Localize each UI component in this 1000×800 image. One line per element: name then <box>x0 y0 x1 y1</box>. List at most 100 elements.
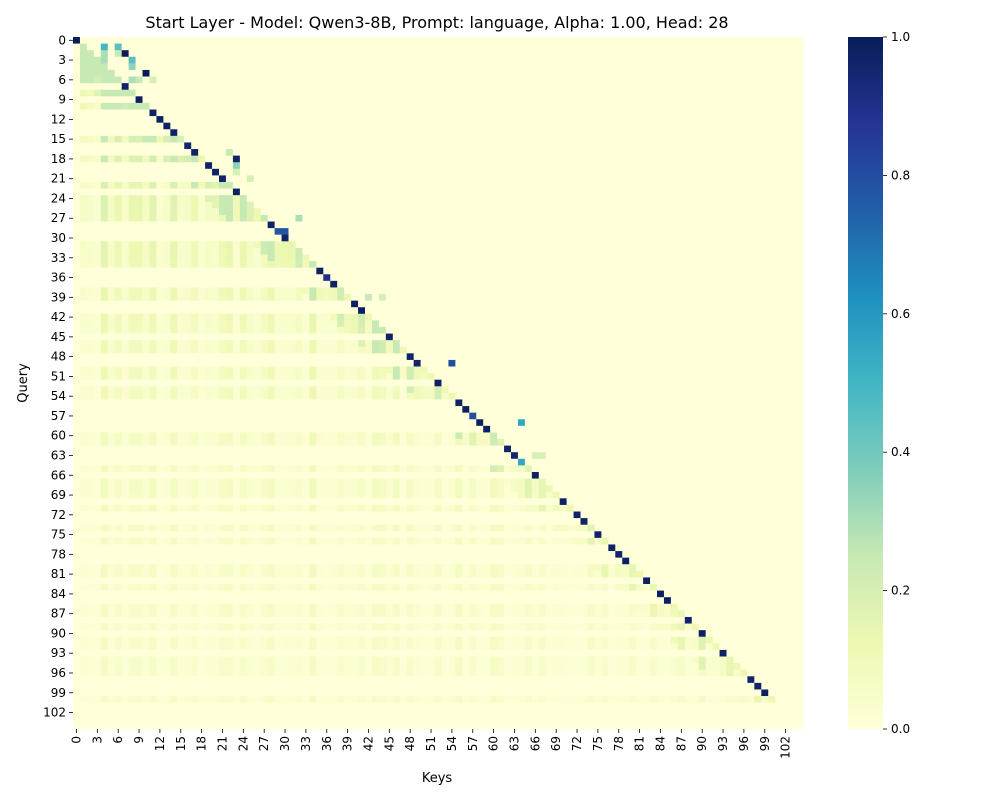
heatmap-cell <box>775 37 783 44</box>
heatmap-cell <box>260 50 269 58</box>
heatmap-cell <box>615 109 623 117</box>
heatmap-cell <box>622 280 630 288</box>
heatmap-cell <box>198 228 206 236</box>
heatmap-cell <box>650 267 658 275</box>
heatmap-cell <box>629 122 637 130</box>
heatmap-cell <box>399 195 408 203</box>
heatmap-cell <box>657 142 665 150</box>
heatmap-cell <box>712 333 720 341</box>
heatmap-cell <box>775 135 783 143</box>
heatmap-cell <box>344 175 352 183</box>
heatmap-cell <box>754 201 762 209</box>
heatmap-cell <box>469 346 477 354</box>
heatmap-cell <box>733 109 741 117</box>
heatmap-cell <box>517 102 526 110</box>
heatmap-cell <box>448 234 456 242</box>
heatmap-cell <box>253 195 262 203</box>
heatmap-cell <box>330 162 338 170</box>
heatmap-cell <box>504 162 512 170</box>
heatmap-cell <box>677 129 686 137</box>
heatmap-cell <box>107 175 116 183</box>
heatmap-cell <box>184 162 192 170</box>
heatmap-cell <box>232 96 241 104</box>
heatmap-cell <box>538 129 547 137</box>
heatmap-cell <box>232 241 241 249</box>
heatmap-cell <box>719 181 727 189</box>
heatmap-cell <box>246 247 255 255</box>
heatmap-cell <box>107 162 116 170</box>
heatmap-cell <box>490 340 498 348</box>
heatmap-cell <box>219 37 227 44</box>
heatmap-cell <box>114 274 123 282</box>
heatmap-cell <box>93 175 102 183</box>
heatmap-cell <box>782 37 790 44</box>
heatmap-cell <box>573 116 581 124</box>
heatmap-cell <box>670 76 679 84</box>
heatmap-cell <box>295 83 303 91</box>
heatmap-cell <box>274 313 282 321</box>
heatmap-cell <box>170 267 178 275</box>
heatmap-cell <box>691 221 700 229</box>
heatmap-cell <box>351 116 359 124</box>
heatmap-cell <box>719 129 727 137</box>
heatmap-cell <box>684 326 693 334</box>
heatmap-cell <box>385 294 394 301</box>
heatmap-cell <box>754 56 762 64</box>
heatmap-cell <box>330 287 338 295</box>
heatmap-cell <box>358 261 366 269</box>
heatmap-cell <box>295 142 303 150</box>
heatmap-cell <box>740 208 748 216</box>
heatmap-cell <box>761 221 769 229</box>
heatmap-cell <box>740 149 748 156</box>
heatmap-cell <box>545 69 554 77</box>
heatmap-cell <box>552 261 561 269</box>
heatmap-cell <box>740 340 748 348</box>
heatmap-cell <box>483 261 491 269</box>
heatmap-cell <box>212 280 220 288</box>
heatmap-cell <box>705 89 713 97</box>
heatmap-cell <box>246 142 255 150</box>
heatmap-cell <box>657 162 665 170</box>
heatmap-cell <box>302 234 310 242</box>
heatmap-cell <box>434 122 442 130</box>
heatmap-cell <box>761 307 769 315</box>
heatmap-cell <box>267 181 275 189</box>
heatmap-cell <box>420 116 428 124</box>
heatmap-cell <box>79 326 88 334</box>
heatmap-cell <box>73 168 81 176</box>
heatmap-cell <box>142 340 150 348</box>
heatmap-cell <box>205 254 213 262</box>
heatmap-cell <box>149 181 157 189</box>
heatmap-cell <box>413 214 421 222</box>
heatmap-cell <box>163 313 171 321</box>
heatmap-cell <box>469 56 477 64</box>
heatmap-cell <box>337 142 345 150</box>
heatmap-cell <box>163 287 171 295</box>
heatmap-cell <box>191 83 199 91</box>
heatmap-cell <box>712 228 720 236</box>
heatmap-cell <box>392 56 401 64</box>
heatmap-cell <box>483 247 491 255</box>
heatmap-cell <box>587 188 595 196</box>
heatmap-cell <box>86 188 95 196</box>
heatmap-cell <box>517 208 526 216</box>
heatmap-cell <box>205 326 213 334</box>
heatmap-cell <box>73 102 81 110</box>
heatmap-cell <box>504 280 512 288</box>
heatmap-cell <box>219 340 227 348</box>
heatmap-cell <box>267 89 275 97</box>
heatmap-cell <box>663 320 672 328</box>
heatmap-cell <box>73 221 81 229</box>
heatmap-cell <box>371 135 380 143</box>
heatmap-cell <box>274 201 282 209</box>
heatmap-cell <box>531 109 540 117</box>
heatmap-cell <box>622 149 630 156</box>
heatmap-cell <box>573 162 581 170</box>
heatmap-cell <box>747 221 755 229</box>
heatmap-cell <box>413 274 421 282</box>
heatmap-cell <box>316 320 324 328</box>
heatmap-cell <box>413 162 421 170</box>
heatmap-cell <box>622 254 630 262</box>
heatmap-cell <box>636 267 644 275</box>
heatmap-cell <box>385 214 394 222</box>
